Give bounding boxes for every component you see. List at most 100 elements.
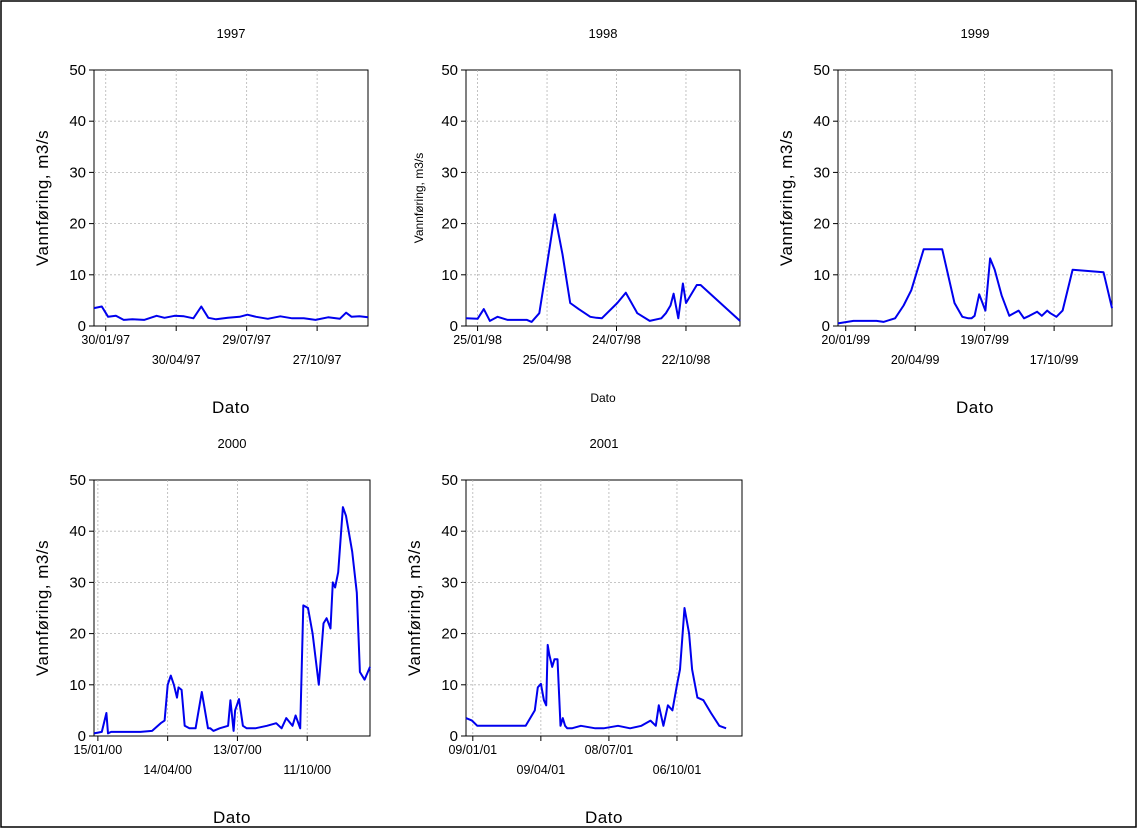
y-tick-label: 20 — [69, 626, 86, 643]
y-tick-label: 40 — [69, 523, 86, 540]
y-tick-label: 10 — [441, 267, 458, 284]
x-tick-label: 25/01/98 — [453, 333, 502, 347]
x-tick-label: 09/01/01 — [448, 743, 497, 757]
x-tick-label: 27/10/97 — [293, 353, 342, 367]
y-axis-label: Vannføring, m3/s — [33, 540, 52, 676]
chart-title: 1999 — [961, 26, 990, 41]
x-tick-label: 25/04/98 — [523, 353, 572, 367]
y-tick-label: 20 — [441, 216, 458, 233]
y-tick-label: 40 — [441, 113, 458, 130]
x-tick-labels: 15/01/00 14/04/00 13/07/00 11/10/00 — [74, 743, 332, 777]
y-tick-label: 10 — [69, 677, 86, 694]
y-tick-label: 0 — [78, 728, 86, 745]
y-tick-label: 50 — [813, 62, 830, 79]
y-axis-label: Vannføring, m3/s — [33, 130, 52, 266]
y-tick-label: 10 — [813, 267, 830, 284]
chart-title: 2001 — [590, 436, 619, 451]
y-tick-label: 30 — [69, 574, 86, 591]
x-tick-label: 13/07/00 — [213, 743, 262, 757]
plot-area — [465, 479, 743, 737]
y-tick-label: 40 — [813, 113, 830, 130]
x-tick-labels: 25/01/98 25/04/98 24/07/98 22/10/98 — [453, 333, 710, 367]
x-axis-label: Dato — [212, 398, 250, 417]
plot-area — [837, 69, 1113, 327]
x-tick-label: 19/07/99 — [960, 333, 1009, 347]
plot-area — [465, 69, 741, 327]
plot-area — [93, 69, 369, 327]
y-tick-label: 50 — [441, 62, 458, 79]
chart-panel-2000: 0 10 20 30 40 50 15/01/00 14/04/00 13/07/00 11/1… — [33, 436, 371, 827]
x-tick-label: 11/10/00 — [283, 763, 331, 777]
y-tick-labels: 0 10 20 30 40 50 — [813, 62, 830, 335]
chart-panel-1999: 0 10 20 30 40 50 20/01/99 20/04/99 19/07/99 17/1… — [777, 26, 1113, 417]
gridlines — [466, 70, 740, 326]
y-axis-label: Vannføring, m3/s — [412, 153, 426, 243]
y-tick-label: 0 — [822, 318, 830, 335]
gridlines — [838, 70, 1112, 326]
y-tick-label: 20 — [441, 626, 458, 643]
x-tick-label: 08/07/01 — [585, 743, 634, 757]
chart-title: 1997 — [217, 26, 246, 41]
y-tick-labels: 0 10 20 30 40 50 — [441, 472, 458, 745]
y-tick-label: 50 — [69, 62, 86, 79]
x-tick-label: 29/07/97 — [222, 333, 271, 347]
x-tick-label: 22/10/98 — [662, 353, 711, 367]
chart-panel-1997: 0 10 20 30 40 50 30/01/97 30/04/97 29/07/97 27/1… — [33, 26, 369, 417]
x-axis-label: Dato — [213, 808, 251, 827]
y-tick-label: 30 — [813, 164, 830, 181]
chart-panel-1998: 0 10 20 30 40 50 25/01/98 25/04/98 24/07/98 22/1… — [412, 26, 741, 405]
y-tick-label: 10 — [69, 267, 86, 284]
chart-panel-2001: 0 10 20 30 40 50 09/01/01 09/04/01 08/07/01 06/1… — [405, 436, 743, 827]
y-tick-label: 20 — [813, 216, 830, 233]
gridlines — [94, 70, 368, 326]
y-axis-label: Vannføring, m3/s — [777, 130, 796, 266]
x-axis-label: Dato — [590, 391, 616, 405]
x-tick-labels: 09/01/01 09/04/01 08/07/01 06/10/01 — [448, 743, 701, 777]
y-tick-label: 40 — [441, 523, 458, 540]
y-tick-label: 10 — [441, 677, 458, 694]
axis-ticks — [833, 69, 1055, 331]
series-line — [465, 607, 727, 730]
chart-title: 2000 — [218, 436, 247, 451]
series-line — [93, 305, 369, 321]
plot-area — [93, 479, 371, 737]
series-line — [465, 213, 741, 323]
x-tick-label: 17/10/99 — [1030, 353, 1079, 367]
series-line — [837, 248, 1113, 325]
x-tick-label: 20/01/99 — [821, 333, 870, 347]
y-tick-label: 0 — [450, 318, 458, 335]
x-tick-labels: 20/01/99 20/04/99 19/07/99 17/10/99 — [821, 333, 1078, 367]
x-tick-labels: 30/01/97 30/04/97 29/07/97 27/10/97 — [81, 333, 341, 367]
gridlines — [466, 480, 742, 736]
x-tick-label: 09/04/01 — [517, 763, 566, 777]
series-line — [93, 506, 371, 735]
x-tick-label: 30/01/97 — [81, 333, 130, 347]
y-tick-label: 20 — [69, 216, 86, 233]
y-tick-label: 30 — [441, 164, 458, 181]
y-tick-labels: 0 10 20 30 40 50 — [69, 62, 86, 335]
chart-title: 1998 — [589, 26, 618, 41]
y-tick-label: 50 — [69, 472, 86, 489]
x-tick-label: 24/07/98 — [592, 333, 641, 347]
axis-ticks — [461, 479, 678, 741]
axis-ticks — [89, 479, 308, 741]
y-tick-label: 0 — [450, 728, 458, 745]
y-tick-labels: 0 10 20 30 40 50 — [69, 472, 86, 745]
x-tick-label: 14/04/00 — [143, 763, 192, 777]
x-axis-label: Dato — [585, 808, 623, 827]
x-tick-label: 06/10/01 — [653, 763, 702, 777]
y-tick-label: 50 — [441, 472, 458, 489]
axis-ticks — [461, 69, 687, 331]
y-tick-label: 40 — [69, 113, 86, 130]
y-axis-label: Vannføring, m3/s — [405, 540, 424, 676]
x-tick-label: 15/01/00 — [74, 743, 123, 757]
x-tick-label: 30/04/97 — [152, 353, 201, 367]
axis-ticks — [89, 69, 318, 331]
x-tick-label: 20/04/99 — [891, 353, 940, 367]
y-tick-label: 30 — [441, 574, 458, 591]
y-tick-label: 0 — [78, 318, 86, 335]
y-tick-label: 30 — [69, 164, 86, 181]
y-tick-labels: 0 10 20 30 40 50 — [441, 62, 458, 335]
x-axis-label: Dato — [956, 398, 994, 417]
